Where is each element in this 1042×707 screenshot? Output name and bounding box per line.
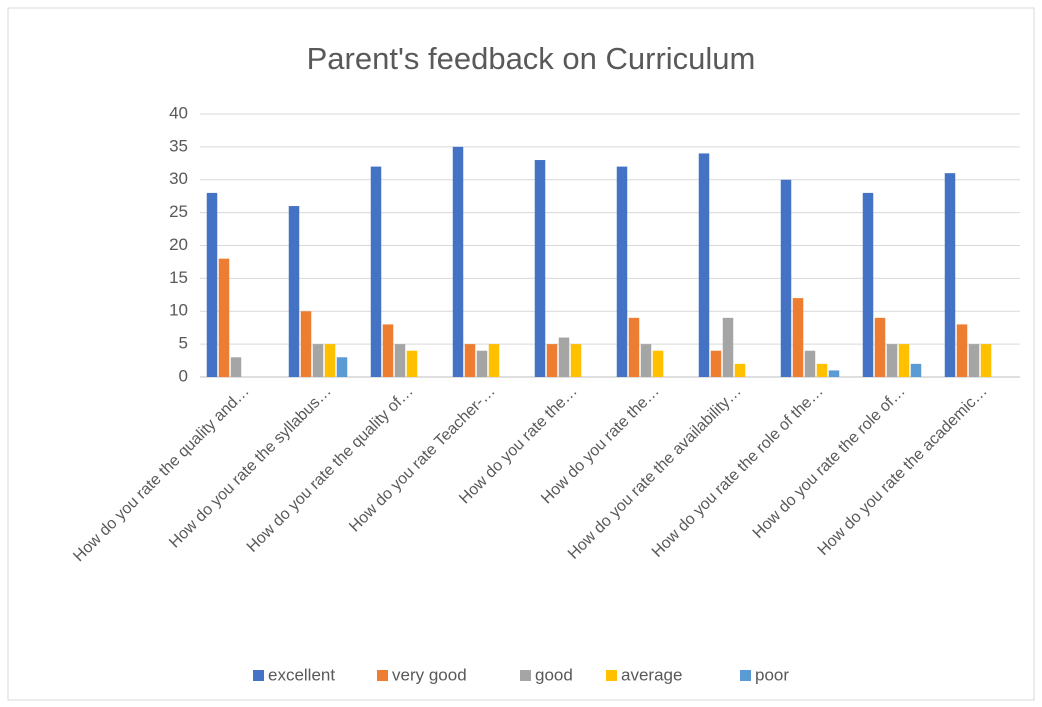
bar (218, 258, 230, 377)
bar (312, 344, 324, 377)
legend-label: good (535, 665, 573, 684)
legend-swatch (520, 670, 531, 681)
bar (394, 344, 406, 377)
legend-label: excellent (268, 665, 335, 684)
legend-swatch (377, 670, 388, 681)
bar (476, 350, 488, 377)
bar (980, 344, 992, 377)
bar (792, 298, 804, 377)
bar (324, 344, 336, 377)
bar (804, 350, 816, 377)
bar (722, 317, 734, 377)
bar (336, 357, 348, 377)
bar (464, 344, 476, 377)
bar (640, 344, 652, 377)
legend-label: very good (392, 665, 467, 684)
bar (698, 153, 710, 377)
y-tick-label: 20 (169, 235, 188, 254)
bar (452, 146, 464, 377)
legend-label: average (621, 665, 682, 684)
bar (300, 311, 312, 377)
bar (862, 192, 874, 377)
bar (230, 357, 242, 377)
bar (488, 344, 500, 377)
y-tick-label: 0 (179, 366, 188, 385)
bar (370, 166, 382, 377)
bar (616, 166, 628, 377)
legend-swatch (606, 670, 617, 681)
bar (382, 324, 394, 377)
y-tick-label: 5 (179, 334, 188, 353)
bar (628, 317, 640, 377)
legend-swatch (253, 670, 264, 681)
y-tick-label: 35 (169, 136, 188, 155)
chart-title: Parent's feedback on Curriculum (307, 41, 756, 76)
bar (874, 317, 886, 377)
y-tick-label: 15 (169, 268, 188, 287)
bar (898, 344, 910, 377)
bar (956, 324, 968, 377)
legend-swatch (740, 670, 751, 681)
bar (652, 350, 664, 377)
bar (206, 192, 218, 377)
bar (816, 363, 828, 377)
y-tick-label: 10 (169, 301, 188, 320)
bar (406, 350, 418, 377)
bar (734, 363, 746, 377)
bar (886, 344, 898, 377)
bar (288, 206, 300, 377)
y-tick-label: 40 (169, 103, 188, 122)
bar (968, 344, 980, 377)
bar (710, 350, 722, 377)
bar (780, 179, 792, 377)
y-tick-label: 30 (169, 169, 188, 188)
bar (534, 160, 546, 377)
bar (828, 370, 840, 377)
bar (570, 344, 582, 377)
y-tick-label: 25 (169, 202, 188, 221)
legend-label: poor (755, 665, 789, 684)
bar (910, 363, 922, 377)
bar (944, 173, 956, 377)
bar (558, 337, 570, 377)
bar (546, 344, 558, 377)
